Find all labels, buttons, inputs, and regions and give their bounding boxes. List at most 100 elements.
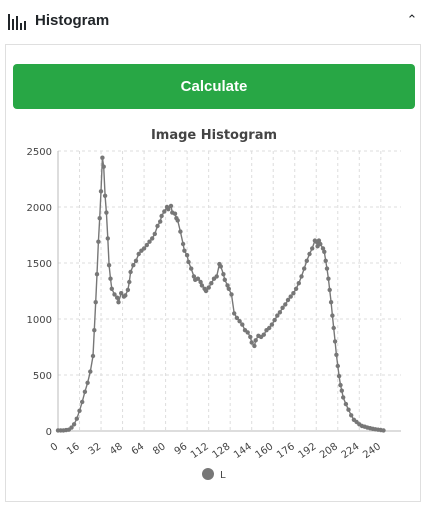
data-point xyxy=(82,389,88,394)
data-point xyxy=(108,276,113,281)
series-line-L xyxy=(58,157,384,432)
data-point xyxy=(123,293,128,298)
data-point xyxy=(180,241,186,247)
data-point xyxy=(125,287,131,293)
data-point xyxy=(336,373,342,379)
data-point xyxy=(101,164,106,169)
data-point xyxy=(198,279,203,285)
legend-marker[interactable] xyxy=(202,468,214,480)
data-point xyxy=(343,401,349,407)
data-point xyxy=(316,238,322,243)
data-point xyxy=(199,283,205,288)
y-tick-label: 2500 xyxy=(27,147,52,158)
x-tick-label: 224 xyxy=(340,441,362,461)
data-point xyxy=(272,317,277,323)
data-point xyxy=(195,276,201,281)
data-point xyxy=(280,305,285,310)
data-point xyxy=(85,380,90,385)
data-point xyxy=(94,272,100,277)
data-point xyxy=(339,388,344,393)
y-tick-label: 1500 xyxy=(27,259,52,270)
data-point xyxy=(69,425,74,430)
y-tick-label: 0 xyxy=(46,427,52,438)
data-point xyxy=(299,274,304,279)
data-point xyxy=(98,189,104,194)
data-point xyxy=(128,269,133,275)
legend-label[interactable]: L xyxy=(220,470,226,481)
data-point xyxy=(186,259,191,265)
data-point xyxy=(237,319,242,324)
data-point xyxy=(234,315,240,321)
data-point xyxy=(288,294,293,299)
data-point xyxy=(310,246,315,251)
data-point xyxy=(252,343,257,349)
data-point xyxy=(152,231,157,237)
data-point xyxy=(77,408,82,413)
data-point xyxy=(189,266,194,271)
data-point xyxy=(229,292,234,297)
x-tick-label: 128 xyxy=(210,441,232,461)
data-point xyxy=(304,258,309,263)
x-tick-label: 192 xyxy=(297,441,319,461)
data-point xyxy=(133,258,139,263)
panel-title: Histogram xyxy=(35,12,110,29)
x-tick-label: 96 xyxy=(173,441,190,457)
histogram-chart: 0 500 1000 1500 2000 2500 0 16 32 48 64 80 96 112 128 1… xyxy=(5,120,421,500)
data-point xyxy=(248,334,253,340)
data-point xyxy=(323,258,328,263)
data-point xyxy=(175,218,180,223)
data-point xyxy=(100,155,105,160)
data-point xyxy=(225,283,230,288)
data-point xyxy=(331,325,336,331)
data-point xyxy=(275,313,280,318)
data-point xyxy=(71,422,77,427)
data-point xyxy=(293,286,299,291)
data-point xyxy=(115,295,120,300)
data-point xyxy=(283,302,288,307)
data-point xyxy=(106,263,112,268)
data-point xyxy=(269,322,275,327)
calculate-button[interactable]: Calculate xyxy=(13,64,415,109)
x-tick-label: 240 xyxy=(361,441,383,461)
data-point xyxy=(291,291,296,296)
y-tick-label: 1000 xyxy=(27,315,52,326)
data-point xyxy=(307,251,312,257)
data-point xyxy=(285,297,291,303)
x-tick-label: 144 xyxy=(232,441,254,461)
x-tick-label: 0 xyxy=(49,441,61,454)
data-point xyxy=(141,246,147,251)
data-point xyxy=(249,340,254,345)
data-point xyxy=(182,248,187,253)
data-point xyxy=(144,242,149,248)
y-tick-label: 2000 xyxy=(27,203,52,214)
data-point xyxy=(92,328,97,333)
data-point xyxy=(296,281,301,286)
data-point xyxy=(203,288,209,294)
data-point xyxy=(324,266,330,271)
data-point xyxy=(90,353,96,359)
histogram-header[interactable]: Histogram ⌃ xyxy=(0,0,428,44)
data-point xyxy=(102,193,108,198)
data-point xyxy=(318,241,323,247)
data-point xyxy=(166,207,171,212)
data-point xyxy=(191,274,197,279)
data-point xyxy=(253,338,258,343)
chevron-up-icon[interactable]: ⌃ xyxy=(406,12,418,27)
data-point xyxy=(326,276,331,281)
data-point xyxy=(327,287,332,293)
data-point xyxy=(261,332,266,337)
data-point xyxy=(232,311,237,316)
x-tick-label: 64 xyxy=(130,441,147,457)
data-point xyxy=(158,219,163,224)
x-tick-label: 208 xyxy=(318,441,340,461)
data-point xyxy=(226,286,231,291)
data-point xyxy=(88,369,93,374)
data-point xyxy=(267,325,272,331)
data-point xyxy=(74,416,80,421)
data-point xyxy=(218,264,223,269)
data-point xyxy=(127,279,132,285)
data-point xyxy=(147,239,152,244)
data-point xyxy=(240,322,245,327)
chart-title: Image Histogram xyxy=(151,128,277,143)
x-tick-label: 176 xyxy=(275,441,297,461)
